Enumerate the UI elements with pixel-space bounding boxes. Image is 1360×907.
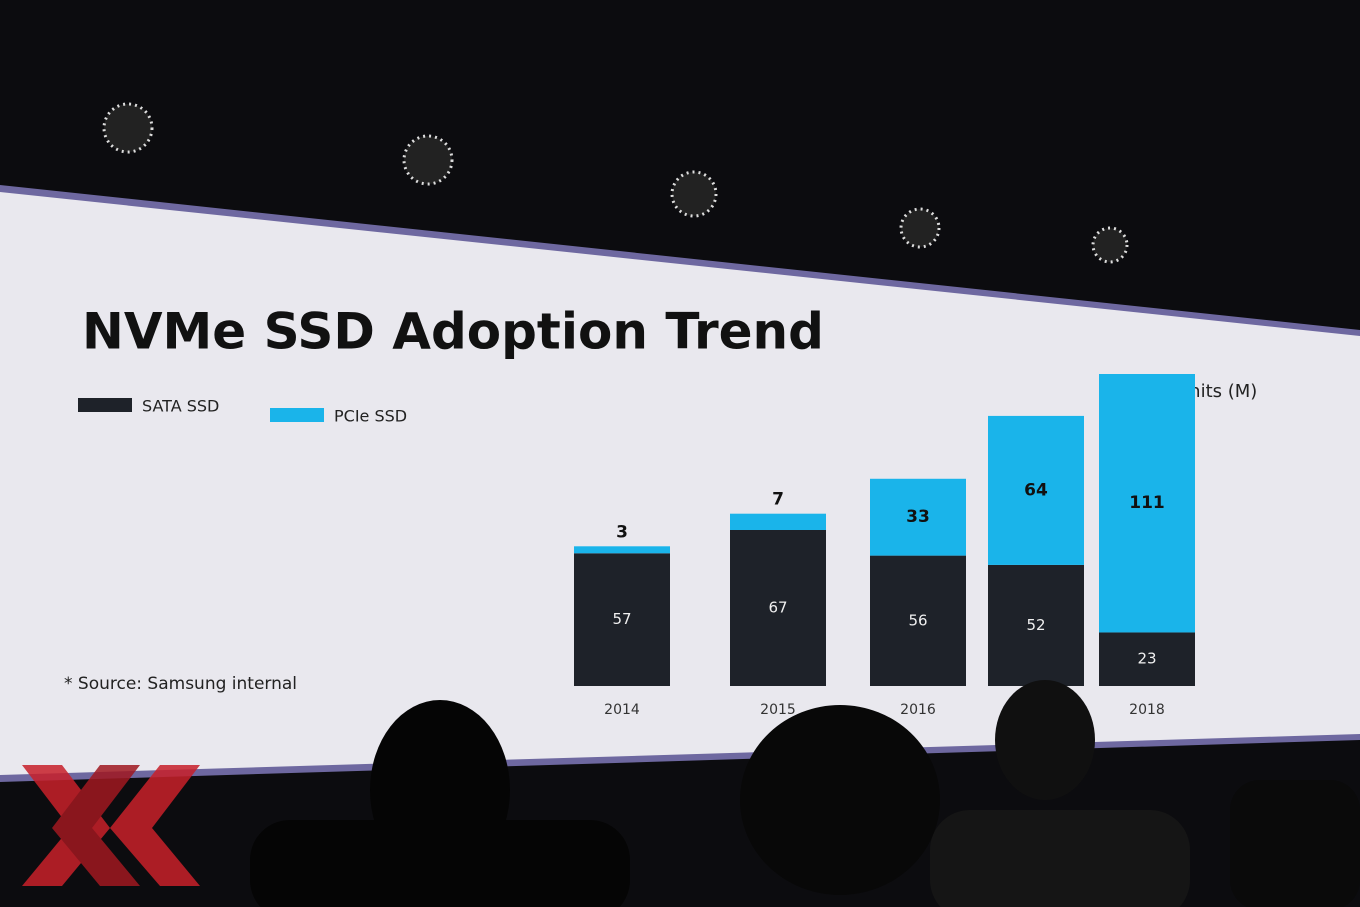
bar-segment <box>574 546 670 554</box>
light <box>899 207 941 249</box>
bar-segment <box>988 415 1084 565</box>
data-label: 7 <box>772 490 784 510</box>
watermark <box>22 765 200 886</box>
watermark-shape <box>52 765 140 886</box>
source-note: * Source: Samsung internal <box>64 674 297 694</box>
x-tick-label: 2016 <box>900 702 936 718</box>
light <box>102 102 154 154</box>
data-label: 52 <box>1026 616 1045 634</box>
unit-label: Units (M) <box>1176 381 1257 402</box>
watermark-shape <box>110 765 200 886</box>
light <box>670 170 718 218</box>
chart: SATA SSD PCIe SSD 57 3 2014 67 7 2015 56 33 2016 52… <box>78 374 1195 718</box>
x-tick-label: 2015 <box>760 702 796 718</box>
data-label: 57 <box>612 610 631 628</box>
light <box>1091 226 1129 264</box>
silhouette <box>740 705 940 895</box>
bar-segment <box>1099 374 1195 633</box>
data-label: 56 <box>908 611 927 629</box>
bar-segment <box>870 555 966 686</box>
x-tick-label: 2018 <box>1129 702 1165 718</box>
stage-lights <box>102 102 1129 264</box>
data-label: 67 <box>768 599 787 617</box>
silhouette <box>995 680 1095 800</box>
data-label: 33 <box>906 507 930 527</box>
silhouette <box>1230 780 1360 907</box>
light <box>402 134 454 186</box>
silhouette <box>250 820 630 907</box>
legend-swatch <box>270 408 324 422</box>
audience <box>250 680 1360 907</box>
bar-segment <box>574 553 670 686</box>
data-label: 111 <box>1129 493 1165 513</box>
silhouette <box>930 810 1190 907</box>
bar-segment <box>1099 632 1195 686</box>
bar-segment <box>730 513 826 530</box>
data-label: 64 <box>1024 480 1048 500</box>
chart-title: NVMe SSD Adoption Trend <box>82 303 824 361</box>
legend-label: SATA SSD <box>142 397 219 416</box>
bar-segment <box>988 564 1084 686</box>
bar-segment <box>870 478 966 556</box>
data-label: 3 <box>616 522 628 542</box>
legend-label: PCIe SSD <box>334 407 407 426</box>
legend-swatch <box>78 398 132 412</box>
x-tick-label: 2014 <box>604 702 640 718</box>
data-label: 23 <box>1137 650 1156 668</box>
bar-segment <box>730 530 826 686</box>
